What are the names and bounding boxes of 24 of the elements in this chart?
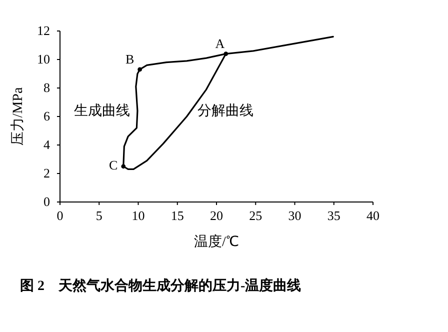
annotation: C — [109, 157, 118, 172]
x-tick-label: 30 — [288, 208, 302, 223]
x-tick-label: 0 — [56, 208, 64, 223]
x-tick-label: 15 — [170, 208, 184, 223]
y-tick-label: 6 — [44, 108, 50, 124]
x-tick-label: 25 — [249, 208, 262, 223]
x-tick-label: 20 — [210, 208, 223, 223]
annotation: A — [215, 36, 226, 51]
series-label: 生成曲线 — [74, 103, 130, 120]
x-tick-label: 10 — [132, 208, 145, 223]
y-tick-label: 4 — [44, 137, 50, 152]
y-tick-label: 8 — [44, 80, 50, 95]
series-label: 分解曲线 — [198, 103, 254, 120]
annotation: B — [125, 51, 134, 66]
y-tick-label: 10 — [37, 52, 50, 66]
x-axis-title: 温度/℃ — [194, 234, 239, 250]
y-tick-label: 2 — [44, 166, 50, 180]
y-tick-label: 12 — [37, 23, 50, 38]
x-tick-label: 5 — [96, 208, 102, 223]
text: 图 2 天然气水合物生成分解的压力-温度曲线 — [20, 277, 302, 294]
x-tick-label: 35 — [327, 208, 340, 223]
y-axis-title: 压力/MPa — [10, 86, 26, 146]
x-tick-label: 40 — [366, 208, 380, 223]
y-tick-label: 0 — [44, 194, 50, 209]
